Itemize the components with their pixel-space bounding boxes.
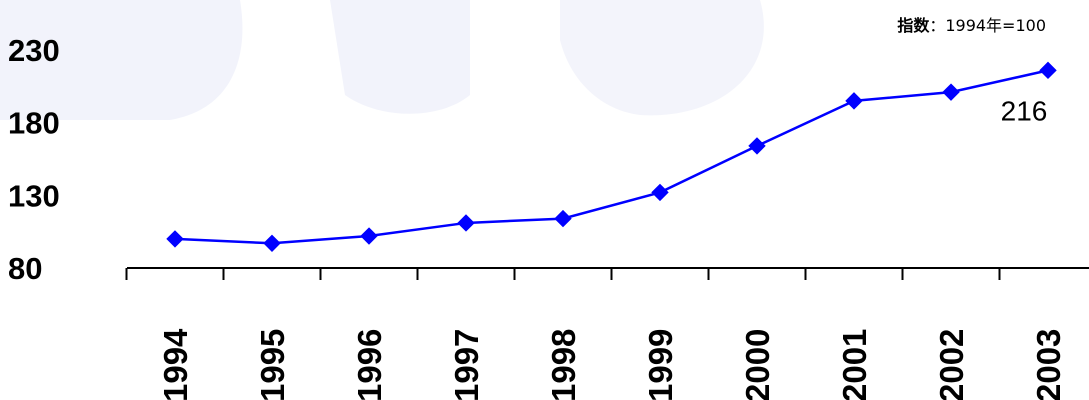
- data-point-marker: [554, 209, 572, 228]
- x-tick-label: 2003: [1030, 329, 1067, 400]
- x-axis-ticks: [125, 268, 1001, 280]
- data-point-marker: [942, 83, 960, 101]
- x-tick-label: 1994: [157, 328, 194, 400]
- x-tick-label: 1998: [545, 329, 582, 400]
- data-point-marker: [1039, 61, 1057, 80]
- data-point-marker: [263, 234, 281, 253]
- data-point-marker: [166, 230, 184, 248]
- series-line: [174, 69, 1049, 245]
- x-axis-labels: 1994 1995 1996 1997 1998 1999 2000 2001 2002 2003: [157, 328, 1067, 400]
- data-point-marker: [748, 137, 766, 155]
- data-point-marker: [360, 227, 378, 245]
- y-axis-labels: 230 180 130 80: [8, 33, 60, 286]
- annotations: 216: [1001, 95, 1048, 126]
- data-label: 216: [1001, 95, 1048, 126]
- watermark-shape: [0, 0, 243, 120]
- y-tick-label: 180: [8, 106, 60, 141]
- series-layer: [166, 61, 1057, 253]
- unit-note: 指数：1994年=100: [897, 16, 1046, 35]
- y-tick-label: 80: [8, 251, 42, 286]
- data-point-marker: [457, 214, 475, 232]
- y-tick-label: 130: [8, 178, 60, 213]
- watermark: [0, 0, 764, 120]
- data-point-marker: [651, 183, 669, 202]
- data-point-marker: [845, 92, 863, 110]
- y-tick-label: 230: [8, 33, 60, 68]
- watermark-shape: [330, 0, 470, 114]
- watermark-shape: [560, 0, 764, 116]
- x-tick-label: 1996: [351, 329, 388, 400]
- x-tick-label: 2001: [836, 329, 873, 400]
- x-tick-label: 2002: [933, 329, 970, 400]
- x-tick-label: 1995: [254, 329, 291, 400]
- x-tick-label: 1997: [448, 329, 485, 400]
- x-tick-label: 1999: [642, 329, 679, 400]
- x-tick-label: 2000: [739, 329, 776, 400]
